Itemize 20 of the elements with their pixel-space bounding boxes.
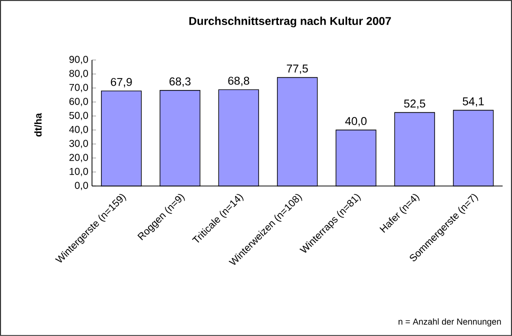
y-tick-label: 80,0 xyxy=(69,70,88,78)
data-label: 68,3 xyxy=(170,77,191,87)
text: n = Anzahl der Nennungen xyxy=(398,318,501,326)
y-tick-label: 40,0 xyxy=(69,126,88,134)
data-label: 67,9 xyxy=(110,78,132,88)
data-label: 77,5 xyxy=(286,64,308,74)
y-tick-label: 50,0 xyxy=(69,112,88,120)
y-axis-title: dt/ha xyxy=(34,112,42,137)
y-tick-label: 20,0 xyxy=(69,154,88,162)
data-label: 54,1 xyxy=(462,97,484,107)
y-tick-label: 0,0 xyxy=(74,182,88,190)
y-tick-label: 30,0 xyxy=(69,140,88,148)
y-tick-label: 70,0 xyxy=(69,84,88,92)
data-label: 40,0 xyxy=(345,117,367,126)
y-tick-label: 60,0 xyxy=(69,98,88,106)
y-tick-label: 90,0 xyxy=(69,56,88,64)
data-label: 52,5 xyxy=(404,100,426,109)
chart-title: Durchschnittsertrag nach Kultur 2007 xyxy=(189,16,391,28)
y-tick-label: 10,0 xyxy=(70,168,88,176)
data-label: 68,8 xyxy=(228,76,250,86)
